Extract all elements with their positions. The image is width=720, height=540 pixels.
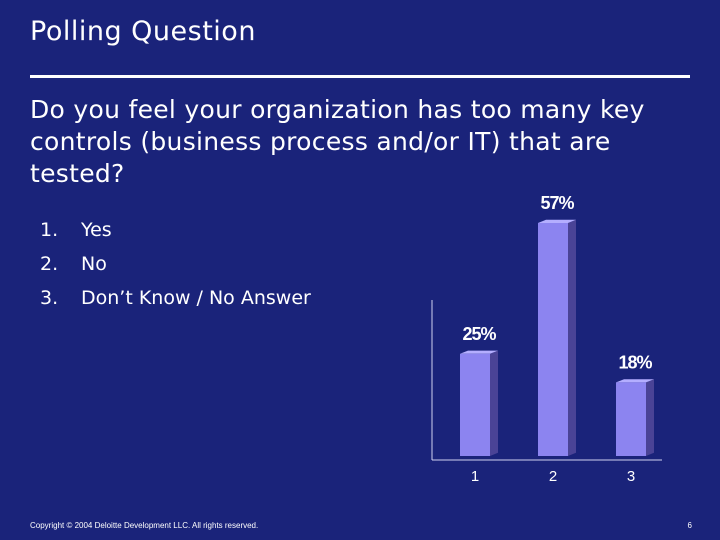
option-label: Don’t Know / No Answer <box>81 287 311 309</box>
x-tick-label: 2 <box>549 468 557 485</box>
slide-title: Polling Question <box>30 16 256 47</box>
x-tick-label: 1 <box>471 468 479 485</box>
title-divider <box>30 75 690 78</box>
poll-question: Do you feel your organization has too ma… <box>30 95 645 188</box>
bar-side <box>568 219 576 456</box>
option-number: 2. <box>40 253 59 275</box>
page-number: 6 <box>687 521 692 530</box>
bar-top <box>616 379 654 383</box>
option-label: Yes <box>81 219 112 241</box>
option-label: No <box>81 253 107 275</box>
bar-1 <box>460 353 490 456</box>
option-number: 1. <box>40 219 59 241</box>
copyright-footer: Copyright © 2004 Deloitte Development LL… <box>30 521 259 530</box>
option-number: 3. <box>40 287 59 309</box>
bar-top <box>460 350 498 354</box>
bar-3 <box>616 382 646 456</box>
bar-side <box>646 379 654 456</box>
data-label: 57% <box>540 193 574 213</box>
bar-side <box>490 350 498 456</box>
data-label: 18% <box>618 352 652 372</box>
bar-top <box>538 219 576 223</box>
data-label: 25% <box>462 324 496 344</box>
bar-2 <box>538 223 568 456</box>
x-tick-label: 3 <box>627 468 635 485</box>
